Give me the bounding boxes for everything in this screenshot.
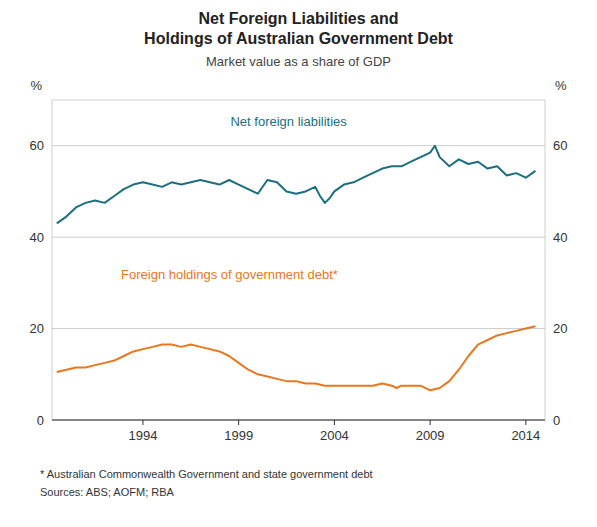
series-label: Foreign holdings of government debt*	[121, 267, 338, 282]
y-tick-label: 40	[30, 230, 44, 245]
x-tick	[525, 420, 526, 425]
y2-tick-label: 0	[553, 413, 560, 428]
y-tick-label: 60	[30, 138, 44, 153]
footnote: * Australian Commonwealth Government and…	[40, 468, 373, 480]
x-tick-label: 2014	[511, 428, 540, 443]
title: Net Foreign Liabilities and Holdings of A…	[144, 10, 453, 47]
x-tick	[142, 420, 143, 425]
y-axis-label: %	[30, 78, 42, 93]
x-tick	[334, 420, 335, 425]
title-line: Holdings of Australian Government Debt	[144, 30, 453, 47]
series-line	[57, 146, 536, 224]
y2-tick-label: 40	[553, 230, 567, 245]
title-line: Net Foreign Liabilities and	[198, 10, 398, 27]
y-tick-label: 0	[37, 413, 44, 428]
series-line	[57, 326, 536, 390]
x-tick-label: 1999	[224, 428, 253, 443]
chart: Net Foreign Liabilities and Holdings of A…	[0, 0, 597, 527]
x-tick	[430, 420, 431, 425]
x-tick-label: 2009	[416, 428, 445, 443]
y-tick-label: 20	[30, 321, 44, 336]
y2-tick-label: 20	[553, 321, 567, 336]
plot-frame	[52, 100, 545, 420]
x-tick-label: 2004	[320, 428, 349, 443]
grid-line	[52, 145, 545, 146]
subtitle: Market value as a share of GDP	[206, 54, 391, 69]
grid-line	[52, 237, 545, 238]
y2-tick-label: 60	[553, 138, 567, 153]
x-tick	[238, 420, 239, 425]
y2-axis-label: %	[555, 78, 567, 93]
sources: Sources: ABS; AOFM; RBA	[40, 486, 175, 498]
grid-line	[52, 420, 545, 421]
x-axis-line	[52, 420, 545, 421]
series-label: Net foreign liabilities	[230, 114, 347, 129]
grid-line	[52, 328, 545, 329]
plot-area	[57, 146, 536, 391]
x-tick-label: 1994	[128, 428, 157, 443]
